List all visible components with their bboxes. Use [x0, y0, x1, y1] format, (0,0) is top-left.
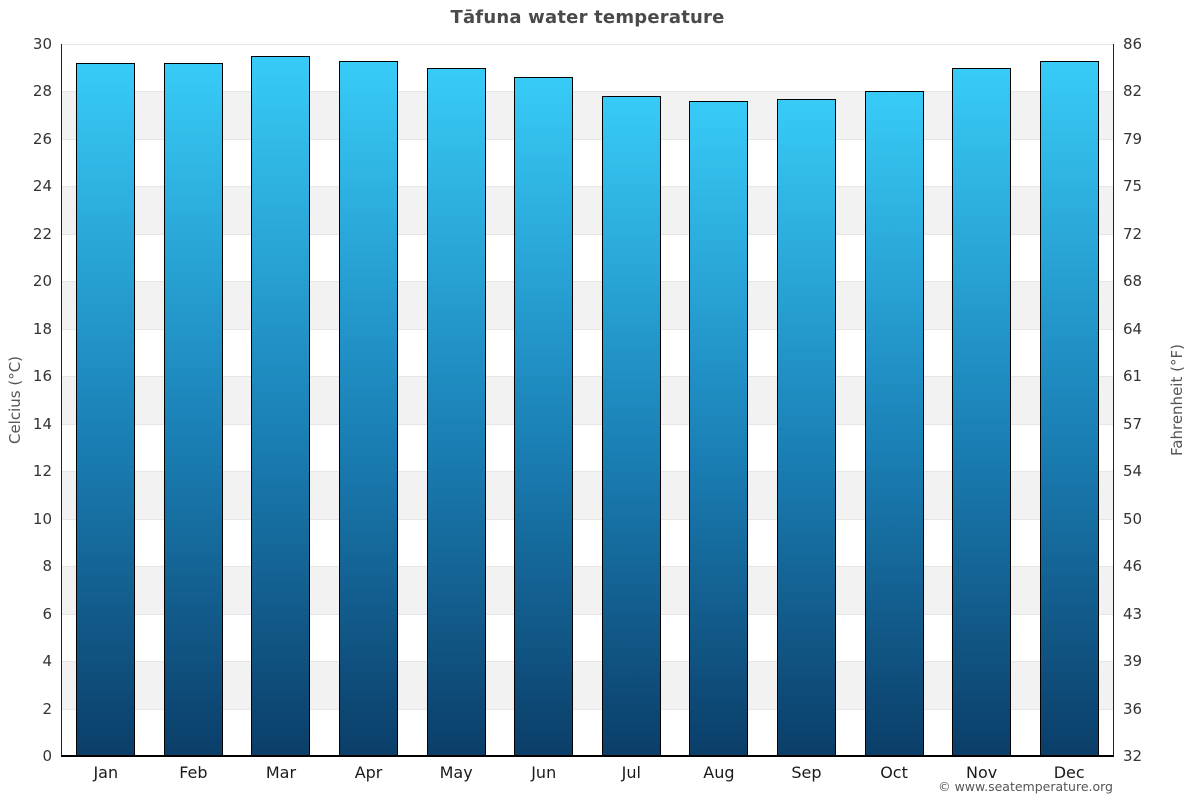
fahrenheit-tick-label: 72: [1123, 224, 1143, 243]
fahrenheit-tick-label: 54: [1123, 462, 1143, 481]
gridline: [62, 423, 1113, 425]
gridline: [62, 708, 1113, 710]
month-label-may: May: [439, 763, 473, 782]
fahrenheit-tick-label: 75: [1123, 177, 1143, 196]
fahrenheit-tick-label: 39: [1123, 652, 1143, 671]
gridline: [62, 661, 1113, 663]
celsius-tick-label: 22: [32, 224, 52, 243]
ylabel-celsius: Celcius (°C): [6, 355, 24, 445]
plot-band: [62, 471, 1113, 519]
fahrenheit-tick-label: 36: [1123, 699, 1143, 718]
gridline: [62, 328, 1113, 330]
plot-band: [62, 376, 1113, 424]
fahrenheit-tick-label: 68: [1123, 272, 1143, 291]
gridline: [62, 471, 1113, 473]
fahrenheit-tick-label: 46: [1123, 557, 1143, 576]
chart-title: Tāfuna water temperature: [450, 7, 725, 28]
plot-band: [62, 91, 1113, 139]
month-label-nov: Nov: [966, 763, 998, 782]
fahrenheit-tick-label: 43: [1123, 604, 1143, 623]
celsius-tick-label: 26: [32, 129, 52, 148]
gridline: [62, 233, 1113, 235]
celsius-tick-label: 30: [32, 35, 52, 53]
celsius-tick-label: 20: [32, 272, 52, 291]
x-axis-baseline: [61, 755, 1114, 757]
plot-band: [62, 661, 1113, 709]
gridline: [62, 518, 1113, 520]
fahrenheit-tick-label: 79: [1123, 129, 1143, 148]
fahrenheit-tick-label: 86: [1123, 35, 1143, 53]
fahrenheit-tick-label: 57: [1123, 414, 1143, 433]
bar-apr[interactable]: [339, 60, 399, 756]
left-axis-line: [61, 44, 62, 756]
bar-jul[interactable]: [601, 96, 661, 756]
gridline: [62, 138, 1113, 140]
month-label-sep: Sep: [791, 763, 822, 782]
celsius-tick-label: 0: [42, 747, 52, 765]
fahrenheit-tick-label: 64: [1123, 319, 1143, 338]
copyright-text: © www.seatemperature.org: [938, 779, 1113, 794]
bar-aug[interactable]: [689, 100, 749, 756]
gridline: [62, 281, 1113, 283]
celsius-tick-label: 12: [32, 462, 52, 481]
month-label-aug: Aug: [703, 763, 735, 782]
celsius-tick-label: 2: [42, 699, 52, 718]
gridline: [62, 44, 1113, 45]
bar-jan[interactable]: [76, 62, 136, 756]
plot-band: [62, 566, 1113, 614]
month-label-jun: Jun: [531, 763, 557, 782]
fahrenheit-tick-label: 32: [1123, 747, 1143, 765]
celsius-tick-label: 4: [42, 652, 52, 671]
month-label-mar: Mar: [265, 763, 297, 782]
month-label-jan: Jan: [93, 763, 119, 782]
bar-mar[interactable]: [251, 55, 311, 756]
gridline: [62, 376, 1113, 378]
fahrenheit-tick-label: 61: [1123, 367, 1143, 386]
bar-nov[interactable]: [952, 67, 1012, 756]
celsius-tick-label: 10: [32, 509, 52, 528]
bar-oct[interactable]: [864, 91, 924, 756]
month-label-apr: Apr: [354, 763, 383, 782]
ylabel-fahrenheit: Fahrenheit (°F): [1168, 344, 1186, 456]
gridline: [62, 91, 1113, 93]
celsius-tick-label: 6: [42, 604, 52, 623]
month-label-dec: Dec: [1053, 763, 1085, 782]
plot-band: [62, 186, 1113, 234]
right-axis-line: [1113, 44, 1114, 756]
celsius-tick-label: 24: [32, 177, 52, 196]
fahrenheit-tick-label: 50: [1123, 509, 1143, 528]
celsius-tick-label: 14: [32, 414, 52, 433]
month-label-feb: Feb: [179, 763, 208, 782]
fahrenheit-tick-label: 82: [1123, 82, 1143, 101]
celsius-tick-label: 18: [32, 319, 52, 338]
month-label-oct: Oct: [880, 763, 908, 782]
celsius-tick-label: 16: [32, 367, 52, 386]
celsius-tick-label: 28: [32, 82, 52, 101]
celsius-tick-label: 8: [42, 557, 52, 576]
plot-area: [62, 44, 1113, 756]
month-label-jul: Jul: [621, 763, 641, 782]
bar-jun[interactable]: [514, 77, 574, 756]
gridline: [62, 566, 1113, 568]
gridline: [62, 613, 1113, 615]
bar-sep[interactable]: [776, 98, 836, 756]
gridline: [62, 186, 1113, 188]
bar-may[interactable]: [426, 67, 486, 756]
bar-feb[interactable]: [163, 62, 223, 756]
plot-band: [62, 281, 1113, 329]
bar-dec[interactable]: [1039, 60, 1099, 756]
